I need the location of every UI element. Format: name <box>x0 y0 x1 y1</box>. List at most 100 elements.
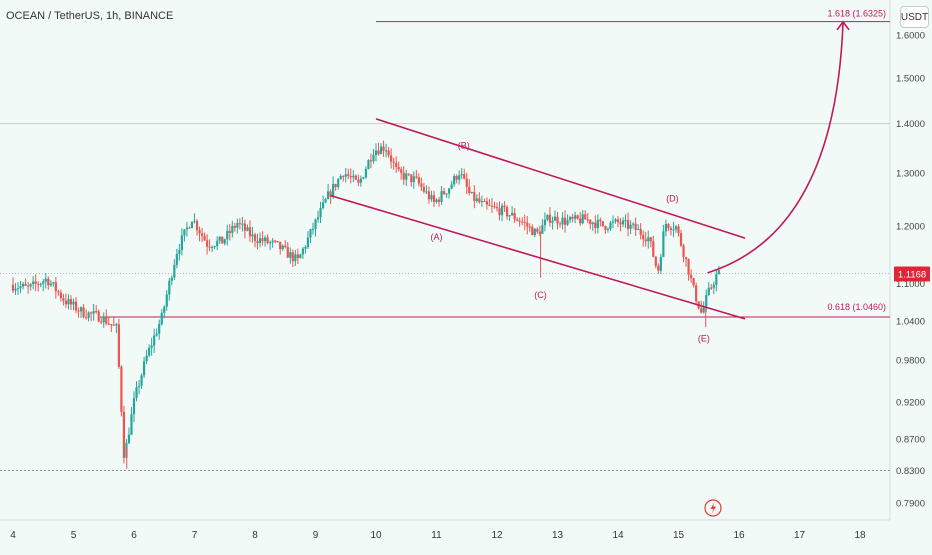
y-tick-label: 1.4000 <box>896 119 925 130</box>
candle-body <box>652 241 655 257</box>
channel-upper-line[interactable] <box>375 118 746 239</box>
y-tick-label: 1.1000 <box>896 279 925 290</box>
candle-body <box>175 254 178 266</box>
candle-body <box>342 175 345 177</box>
candle-body <box>347 174 350 177</box>
candle-body <box>690 274 693 279</box>
candle-body <box>609 222 612 229</box>
candle-body <box>516 219 519 221</box>
candle-body <box>684 257 688 260</box>
lightning-icon-glyph <box>710 502 716 514</box>
candle-body <box>500 205 504 216</box>
candle-body <box>664 224 667 232</box>
candle-body <box>309 229 312 238</box>
candle-body <box>344 174 347 177</box>
candle-body <box>289 252 292 258</box>
candle-body <box>538 231 541 234</box>
candle-body <box>369 160 373 162</box>
candle-body <box>523 221 526 223</box>
candle-body <box>508 215 511 217</box>
candle-body <box>649 237 652 242</box>
candle-body <box>629 224 632 229</box>
candle-body <box>382 146 385 151</box>
candle-body <box>77 310 80 312</box>
candle-body <box>601 221 604 227</box>
candle-body <box>528 226 531 228</box>
candle-body <box>659 256 662 271</box>
y-tick-label: 0.9800 <box>896 356 925 367</box>
candle-body <box>11 284 15 291</box>
candle-body <box>42 281 45 284</box>
candle-body <box>203 235 206 241</box>
time-axis[interactable] <box>0 520 932 550</box>
candle-body <box>455 175 458 180</box>
candle-body <box>427 191 431 200</box>
candle-body <box>137 385 141 388</box>
y-tick-label: 0.8700 <box>896 435 925 446</box>
candle-body <box>39 283 42 285</box>
candle-body <box>120 366 123 412</box>
candle-body <box>420 183 423 187</box>
candle-body <box>329 191 332 197</box>
candle-body <box>233 226 236 228</box>
candle-body <box>82 307 85 318</box>
candle-body <box>155 333 158 336</box>
candle-body <box>710 287 713 289</box>
candle-body <box>311 229 315 231</box>
candle-body <box>359 178 362 183</box>
currency-unit-badge[interactable]: USDT <box>900 6 929 28</box>
current-price-tag[interactable] <box>894 266 930 282</box>
candle-body <box>150 345 153 348</box>
x-tick-label: 18 <box>854 530 866 541</box>
candle-body <box>586 219 589 221</box>
candle-body <box>185 227 189 230</box>
candle-body <box>410 174 413 183</box>
candle-body <box>400 169 403 173</box>
candle-body <box>639 229 642 235</box>
candle-body <box>49 283 52 286</box>
candle-body <box>518 220 521 222</box>
candle-body <box>274 240 277 242</box>
candle-body <box>180 235 183 251</box>
candle-body <box>543 219 546 226</box>
candle-body <box>269 242 272 244</box>
candle-body <box>339 175 342 180</box>
candle-body <box>644 239 647 242</box>
candle-body <box>266 237 269 244</box>
x-tick-label: 10 <box>370 530 382 541</box>
candle-body <box>314 219 317 230</box>
candle-body <box>387 150 390 156</box>
candle-body <box>561 217 564 225</box>
candle-body <box>218 236 221 241</box>
candle-body <box>327 191 330 200</box>
candle-body <box>170 277 173 281</box>
candle-body <box>211 247 214 249</box>
candle-body <box>306 237 310 248</box>
candle-body <box>488 204 491 206</box>
channel-lower-line[interactable] <box>330 194 746 320</box>
candle-body <box>52 282 55 284</box>
candle-body <box>246 227 249 231</box>
candle-body <box>702 306 705 313</box>
candle-body <box>453 175 456 185</box>
candle-body <box>556 216 559 224</box>
candle-body <box>430 195 433 200</box>
candle-body <box>483 200 486 202</box>
candle-body <box>677 226 680 234</box>
candle-body <box>493 206 496 208</box>
candle-body <box>566 220 569 225</box>
candle-body <box>511 213 514 216</box>
candle-body <box>284 245 287 248</box>
candle-body <box>294 254 297 262</box>
candle-body <box>27 285 30 287</box>
lightning-icon[interactable] <box>704 499 722 517</box>
candle-body <box>74 301 78 311</box>
candle-body <box>213 246 216 248</box>
projection-arrow[interactable] <box>707 21 844 274</box>
candle-body <box>435 199 438 202</box>
candle-body <box>367 160 370 169</box>
wave-label: (C) <box>534 290 547 300</box>
